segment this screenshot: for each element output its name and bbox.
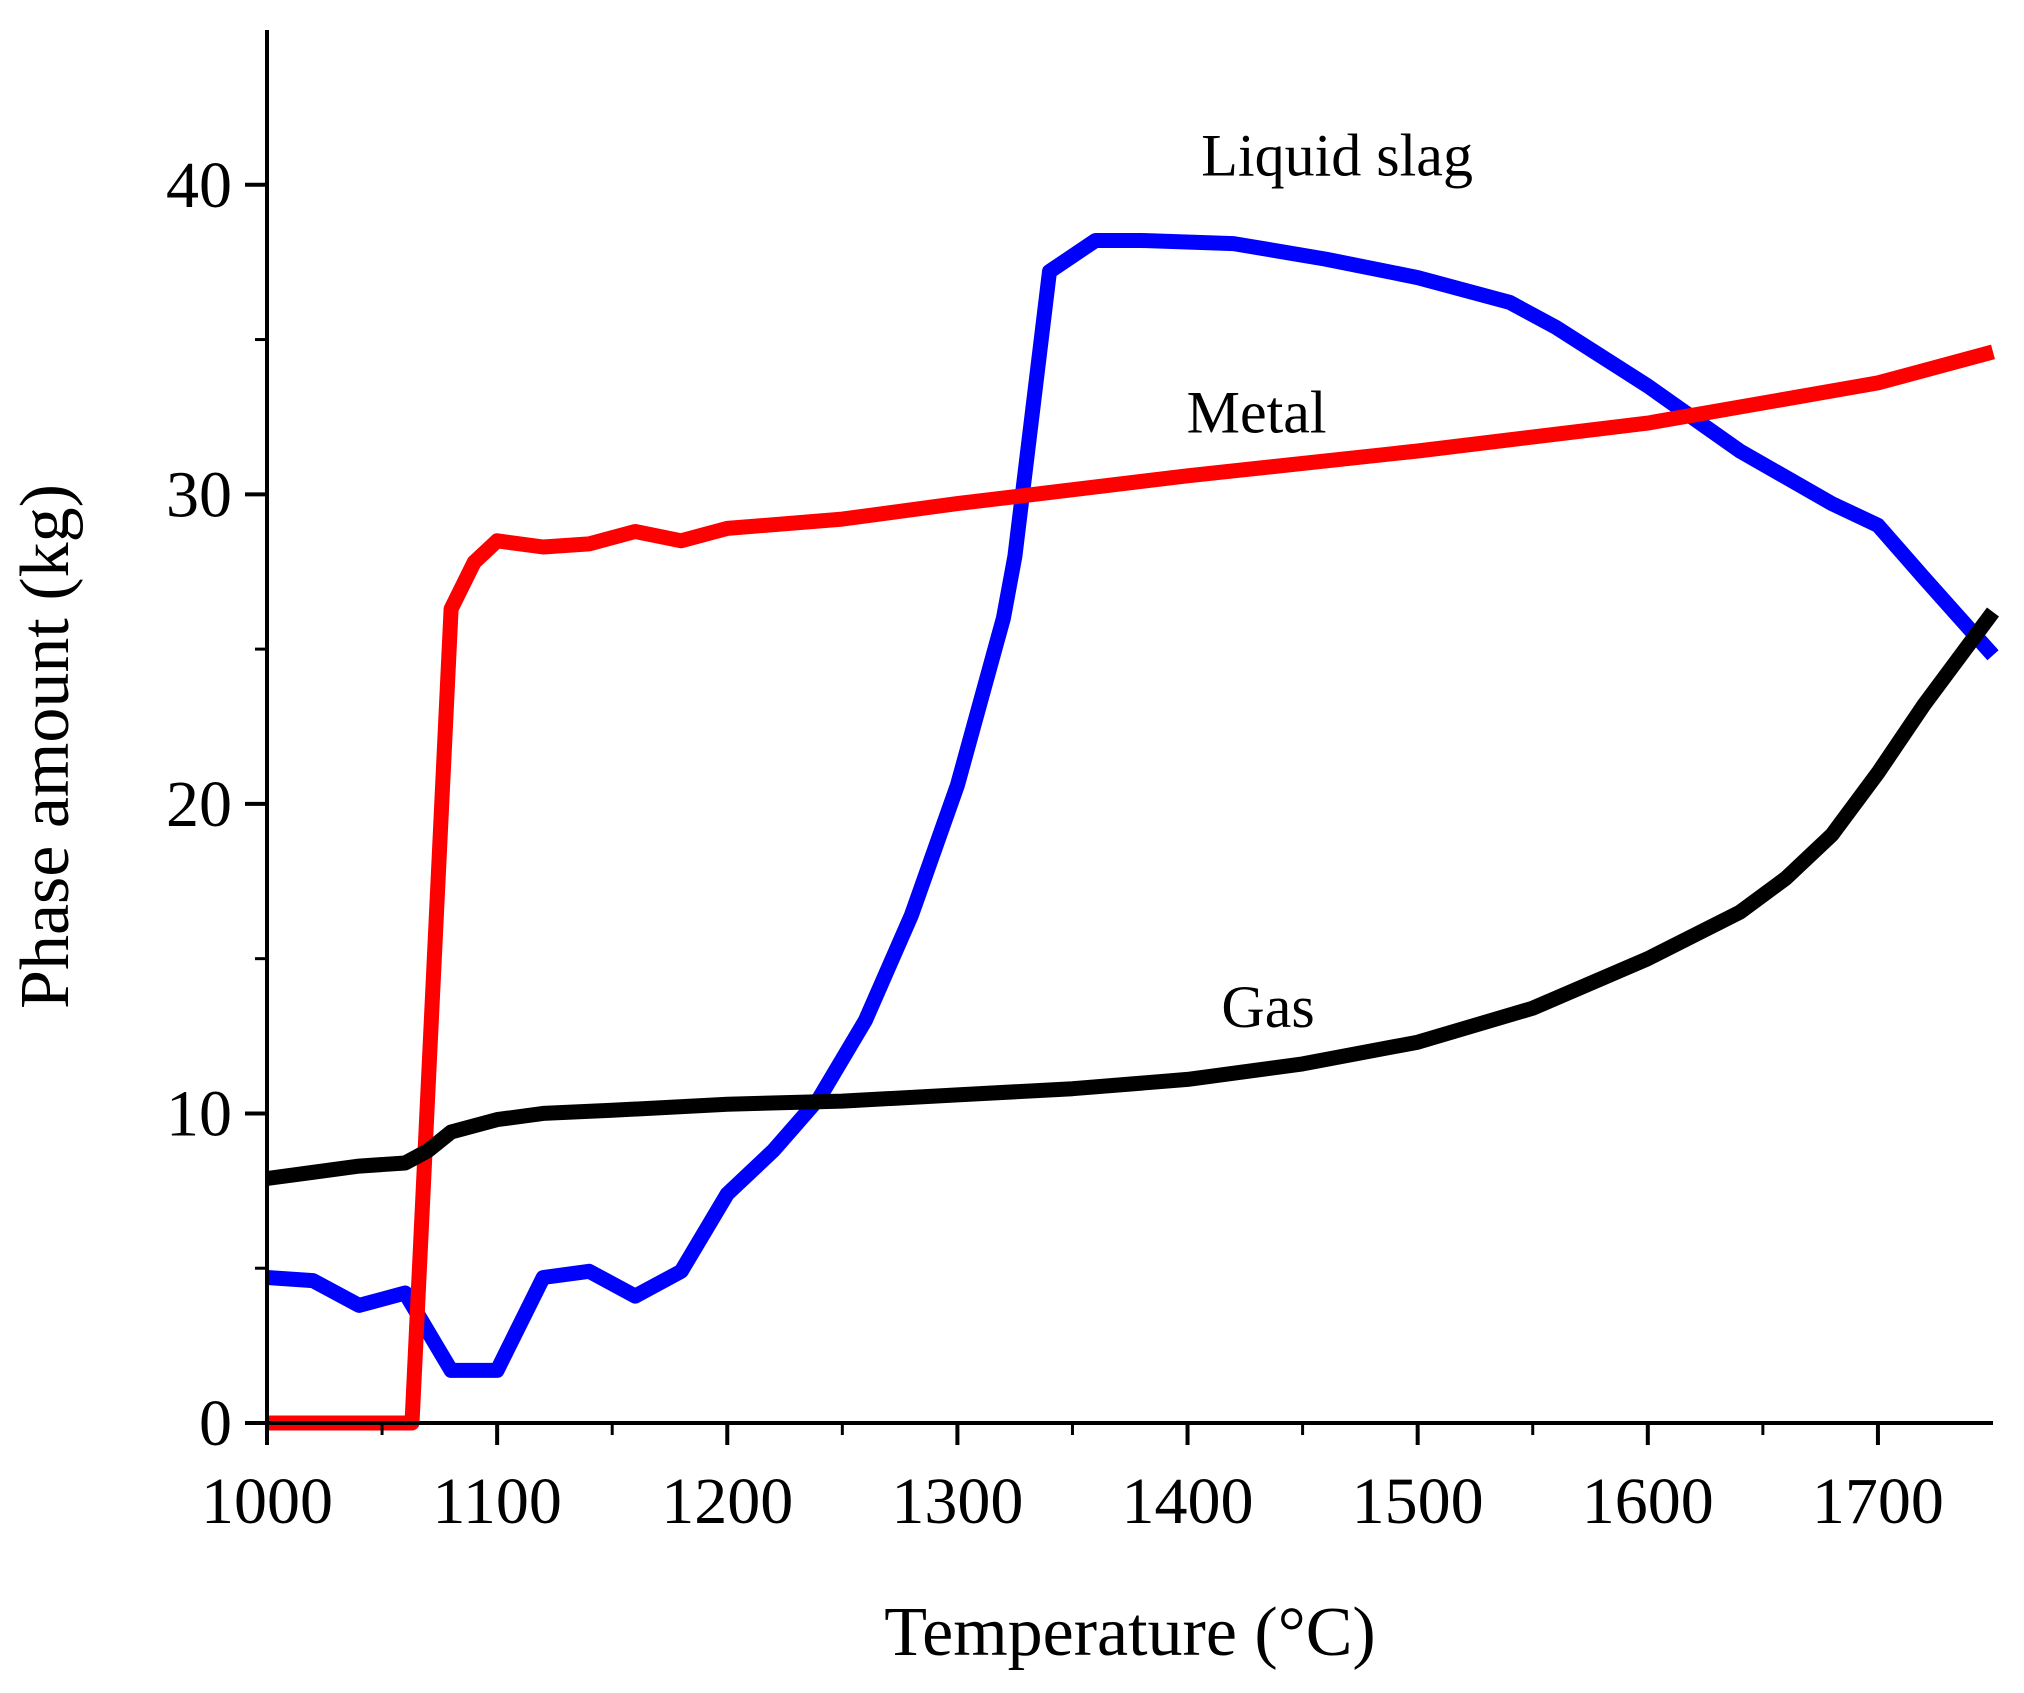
y-tick-label: 10 bbox=[166, 1077, 232, 1150]
x-tick-label: 1300 bbox=[891, 1465, 1023, 1538]
series-label-metal: Metal bbox=[1187, 379, 1327, 445]
series-line-gas bbox=[265, 607, 2000, 1186]
x-axis-title: Temperature (°C) bbox=[884, 1594, 1375, 1671]
x-tick-label: 1700 bbox=[1812, 1465, 1944, 1538]
y-tick-label: 20 bbox=[166, 768, 232, 841]
x-tick-label: 1600 bbox=[1582, 1465, 1714, 1538]
y-tick-label: 30 bbox=[166, 458, 232, 531]
series-label-gas: Gas bbox=[1221, 974, 1314, 1040]
x-tick-label: 1200 bbox=[661, 1465, 793, 1538]
x-tick-label: 1500 bbox=[1352, 1465, 1484, 1538]
series-line-liquid-slag bbox=[266, 233, 1999, 1378]
y-tick-label: 40 bbox=[166, 149, 232, 222]
x-tick-label: 1400 bbox=[1122, 1465, 1254, 1538]
series-line-metal bbox=[267, 344, 1995, 1431]
y-axis-title: Phase amount (kg) bbox=[7, 484, 84, 1009]
y-tick-label: 0 bbox=[199, 1387, 232, 1460]
x-tick-label: 1000 bbox=[201, 1465, 333, 1538]
x-tick-label: 1100 bbox=[432, 1465, 562, 1538]
series-label-liquid-slag: Liquid slag bbox=[1201, 122, 1473, 188]
